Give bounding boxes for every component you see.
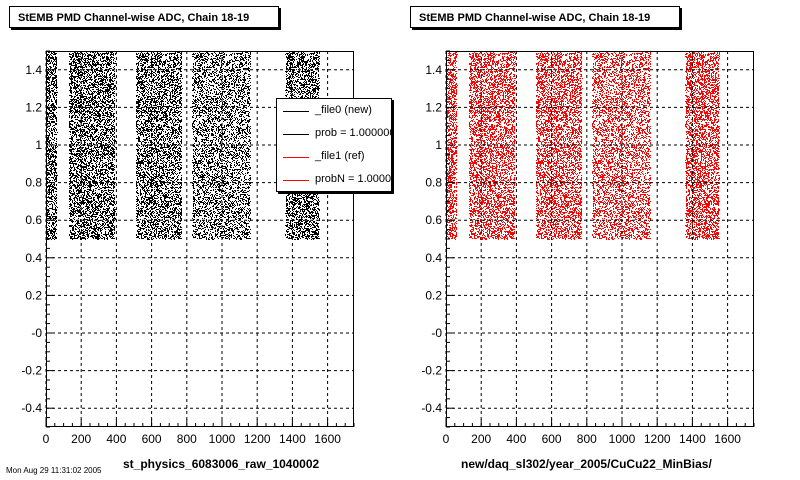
legend-label: prob = 1.000000	[315, 127, 392, 139]
x-tick-label: 0	[443, 432, 450, 446]
y-tick-label: 0.4	[425, 251, 442, 265]
chart-legend: _file0 (new) prob = 1.000000 _file1 (ref…	[276, 98, 392, 192]
y-tick-label: 0.8	[25, 176, 42, 190]
legend-label: _file0 (new)	[315, 104, 372, 116]
y-tick-label: 0.2	[25, 288, 42, 302]
y-tick-label: 0.4	[25, 251, 42, 265]
y-tick-label: 1.2	[425, 100, 442, 114]
legend-swatch	[283, 180, 309, 181]
y-tick-label: 1.2	[25, 100, 42, 114]
x-tick-label: 200	[471, 432, 491, 446]
y-tick-label: 1	[35, 138, 42, 152]
x-tick-label: 0	[43, 432, 50, 446]
legend-entry: _file1 (ref)	[277, 147, 391, 167]
chart-title-left: StEMB PMD Channel-wise ADC, Chain 18-19	[9, 6, 279, 28]
y-tick-label: 0.6	[425, 213, 442, 227]
y-tick-label: 0.8	[425, 176, 442, 190]
x-tick-label: 1200	[244, 432, 271, 446]
legend-entry: probN = 1.000000	[277, 170, 392, 190]
data-point-cluster	[136, 51, 183, 240]
x-tick-label: 400	[106, 432, 126, 446]
x-tick-label: 600	[142, 432, 162, 446]
x-axis-label-right: new/daq_sl302/year_2005/CuCu22_MinBias/	[461, 457, 712, 471]
x-tick-label: 1200	[644, 432, 671, 446]
x-tick-label: 1000	[609, 432, 636, 446]
data-point-cluster	[69, 51, 116, 240]
legend-entry: _file0 (new)	[277, 101, 391, 121]
y-tick-label: -0.2	[21, 364, 42, 378]
y-tick-label: 1.4	[25, 63, 42, 77]
x-tick-label: 600	[542, 432, 562, 446]
legend-swatch	[283, 134, 309, 135]
y-tick-label: -0	[31, 326, 42, 340]
y-tick-label: 1.4	[425, 63, 442, 77]
y-tick-label: 0.6	[25, 213, 42, 227]
x-tick-label: 1000	[209, 432, 236, 446]
legend-label: _file1 (ref)	[315, 150, 365, 162]
x-axis-label-left: st_physics_6083006_raw_1040002	[123, 457, 320, 471]
data-point-cluster	[685, 51, 720, 240]
legend-swatch	[283, 111, 309, 112]
y-tick-label: -0.4	[421, 401, 442, 415]
x-tick-label: 1600	[714, 432, 741, 446]
data-point-cluster	[536, 51, 583, 240]
y-tick-label: -0	[431, 326, 442, 340]
x-tick-label: 200	[71, 432, 91, 446]
plot-right: 0 200 400 600 800 1000 1200 1400 1600 -0.4 -0.2 -0 0…	[421, 50, 755, 446]
y-tick-label: 0.2	[425, 288, 442, 302]
y-tick-label: 1	[435, 138, 442, 152]
x-tick-label: 400	[506, 432, 526, 446]
legend-entry: prob = 1.000000	[277, 124, 392, 144]
x-tick-label: 800	[177, 432, 197, 446]
legend-label: probN = 1.000000	[315, 173, 392, 185]
x-tick-label: 1400	[279, 432, 306, 446]
x-tick-label: 800	[577, 432, 597, 446]
y-tick-label: -0.2	[421, 364, 442, 378]
footer-timestamp: Mon Aug 29 11:31:02 2005	[6, 466, 102, 475]
data-point-cluster	[469, 51, 516, 240]
chart-title-right: StEMB PMD Channel-wise ADC, Chain 18-19	[410, 6, 680, 28]
x-tick-label: 1600	[314, 432, 341, 446]
y-tick-label: -0.4	[21, 401, 42, 415]
x-tick-label: 1400	[679, 432, 706, 446]
legend-swatch	[283, 157, 309, 158]
